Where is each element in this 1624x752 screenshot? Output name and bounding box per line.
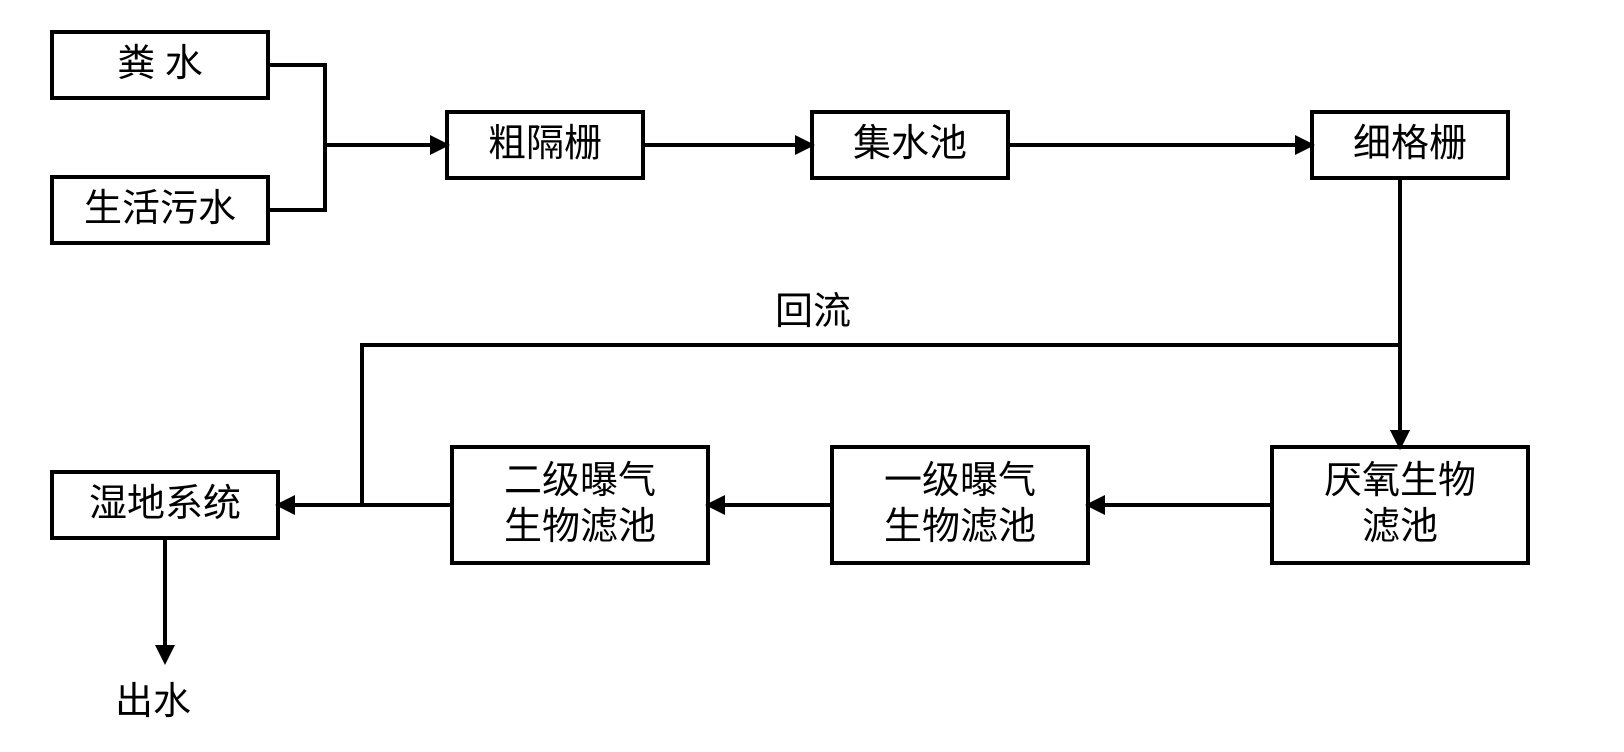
node-fine-screen: 细格栅 [1310, 110, 1510, 180]
node-fecal-water: 粪 水 [50, 30, 270, 100]
node-label: 粗隔栅 [488, 122, 602, 168]
node-label: 二级曝气 生物滤池 [504, 459, 656, 550]
label-reflux: 回流 [775, 280, 851, 335]
label-outlet: 出水 [115, 670, 191, 725]
node-label: 细格栅 [1353, 122, 1467, 168]
node-label: 生活污水 [84, 187, 236, 233]
node-label: 厌氧生物 滤池 [1324, 459, 1476, 550]
node-coarse-screen: 粗隔栅 [445, 110, 645, 180]
node-wetland: 湿地系统 [50, 470, 280, 540]
node-aeration2: 二级曝气 生物滤池 [450, 445, 710, 565]
node-aeration1: 一级曝气 生物滤池 [830, 445, 1090, 565]
node-label: 一级曝气 生物滤池 [884, 459, 1036, 550]
node-label: 湿地系统 [89, 482, 241, 528]
node-domestic-sewage: 生活污水 [50, 175, 270, 245]
node-label: 集水池 [853, 122, 967, 168]
node-collection-tank: 集水池 [810, 110, 1010, 180]
node-label: 粪 水 [117, 42, 203, 88]
node-anaerobic: 厌氧生物 滤池 [1270, 445, 1530, 565]
